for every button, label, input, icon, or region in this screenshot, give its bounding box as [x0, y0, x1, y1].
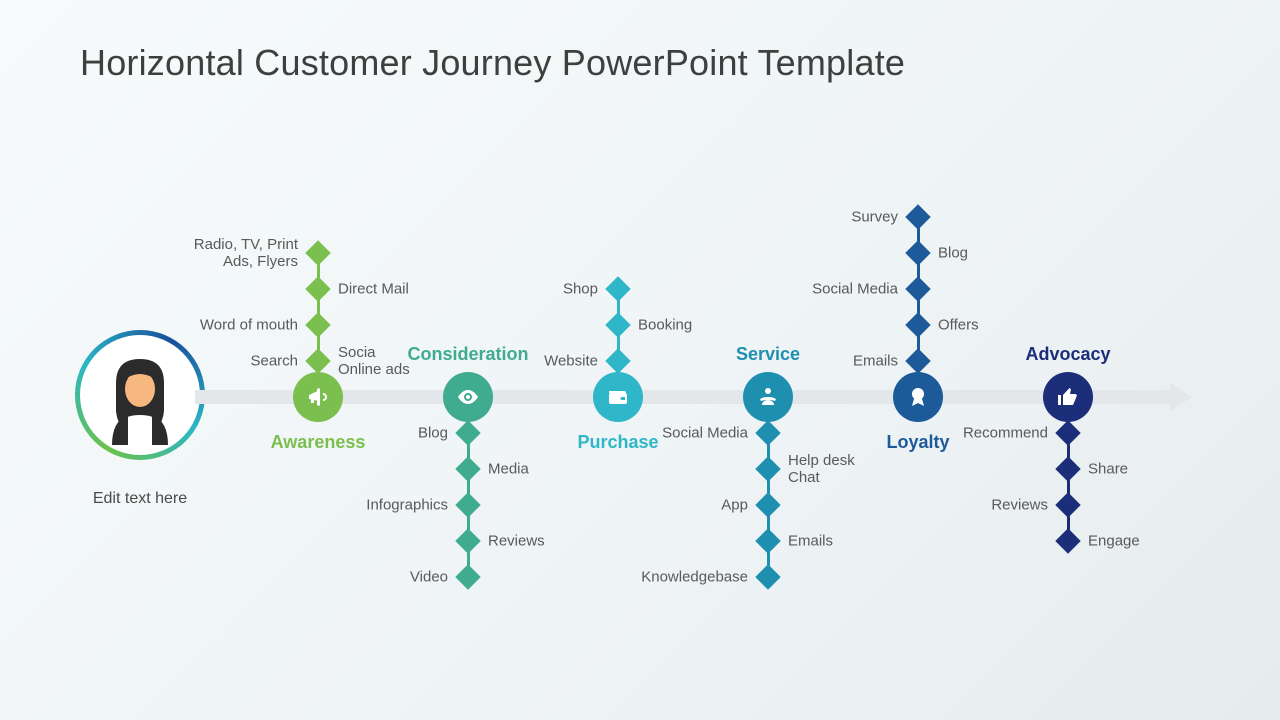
item-label: Media — [488, 460, 529, 477]
stage-point-purchase-1 — [605, 312, 630, 337]
item-label: Offers — [938, 316, 979, 333]
item-label: Reviews — [991, 496, 1048, 513]
stage-point-consideration-0 — [455, 420, 480, 445]
stage-node-loyalty — [893, 372, 943, 422]
badge-icon — [906, 385, 930, 409]
item-label: Knowledgebase — [641, 568, 748, 585]
stage-point-consideration-4 — [455, 564, 480, 589]
stage-point-service-0 — [755, 420, 780, 445]
stage-label-awareness: Awareness — [271, 432, 366, 453]
stage-point-advocacy-0 — [1055, 420, 1080, 445]
stage-point-service-2 — [755, 492, 780, 517]
service-icon — [756, 385, 780, 409]
stage-node-purchase — [593, 372, 643, 422]
stage-point-service-4 — [755, 564, 780, 589]
item-label: Social Media — [662, 424, 748, 441]
stage-node-consideration — [443, 372, 493, 422]
stage-label-service: Service — [736, 344, 800, 365]
item-label: Blog — [938, 244, 968, 261]
wallet-icon — [606, 385, 630, 409]
stage-point-service-1 — [755, 456, 780, 481]
stage-point-awareness-1 — [305, 312, 330, 337]
stage-point-awareness-3 — [305, 240, 330, 265]
stage-point-loyalty-2 — [905, 276, 930, 301]
item-label: Emails — [853, 352, 898, 369]
stage-label-advocacy: Advocacy — [1025, 344, 1110, 365]
stage-point-purchase-0 — [605, 348, 630, 373]
item-label: App — [721, 496, 748, 513]
persona-caption: Edit text here — [60, 490, 220, 508]
stage-point-awareness-2 — [305, 276, 330, 301]
stage-point-consideration-1 — [455, 456, 480, 481]
item-label: Reviews — [488, 532, 545, 549]
stage-point-advocacy-2 — [1055, 492, 1080, 517]
persona-avatar — [80, 335, 200, 455]
item-label: Search — [250, 352, 298, 369]
item-label: Website — [544, 352, 598, 369]
item-label: Engage — [1088, 532, 1140, 549]
stage-point-loyalty-0 — [905, 348, 930, 373]
item-label: Survey — [851, 208, 898, 225]
item-label: Shop — [563, 280, 598, 297]
stage-point-consideration-3 — [455, 528, 480, 553]
item-label: Recommend — [963, 424, 1048, 441]
stage-node-service — [743, 372, 793, 422]
item-label: Video — [410, 568, 448, 585]
stage-point-advocacy-1 — [1055, 456, 1080, 481]
eye-icon — [456, 385, 480, 409]
item-label: Word of mouth — [200, 316, 298, 333]
stage-point-loyalty-4 — [905, 204, 930, 229]
stage-node-awareness — [293, 372, 343, 422]
megaphone-icon — [306, 385, 330, 409]
journey-canvas: Edit text hereSearchSociaOnline adsWord … — [0, 0, 1280, 720]
item-label: Infographics — [366, 496, 448, 513]
item-label: Direct Mail — [338, 280, 409, 297]
stage-point-consideration-2 — [455, 492, 480, 517]
stage-point-advocacy-3 — [1055, 528, 1080, 553]
item-label: Help deskChat — [788, 452, 908, 487]
stage-label-purchase: Purchase — [577, 432, 658, 453]
stage-point-loyalty-1 — [905, 312, 930, 337]
stage-label-consideration: Consideration — [407, 344, 528, 365]
stage-point-purchase-2 — [605, 276, 630, 301]
stage-node-advocacy — [1043, 372, 1093, 422]
item-label: Radio, TV, PrintAds, Flyers — [178, 236, 298, 271]
stage-point-service-3 — [755, 528, 780, 553]
axis-arrowhead-icon — [1170, 383, 1192, 411]
item-label: Social Media — [812, 280, 898, 297]
stage-point-awareness-0 — [305, 348, 330, 373]
item-label: Share — [1088, 460, 1128, 477]
item-label: Blog — [418, 424, 448, 441]
avatar-icon — [90, 345, 190, 445]
item-label: Booking — [638, 316, 692, 333]
item-label: Emails — [788, 532, 833, 549]
stage-label-loyalty: Loyalty — [886, 432, 949, 453]
stage-point-loyalty-3 — [905, 240, 930, 265]
thumb-icon — [1056, 385, 1080, 409]
